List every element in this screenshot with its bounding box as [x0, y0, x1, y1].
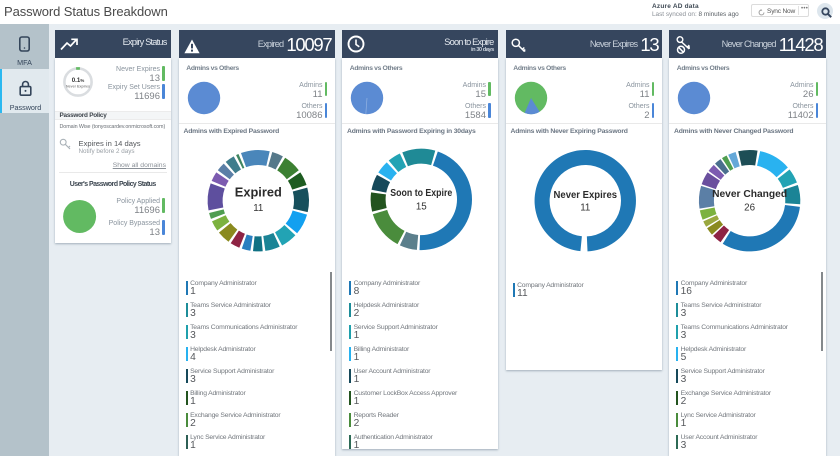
svg-text:15: 15: [416, 201, 427, 212]
svg-text:Never Expires: Never Expires: [553, 190, 617, 201]
svg-text:11: 11: [580, 203, 590, 214]
svg-text:11: 11: [253, 203, 263, 214]
svg-text:Soon to Expire: Soon to Expire: [390, 188, 452, 199]
svg-text:Never Expires: Never Expires: [66, 84, 90, 88]
svg-text:26: 26: [744, 203, 755, 214]
svg-text:Never Changed: Never Changed: [712, 189, 787, 200]
svg-text:0.1%: 0.1%: [72, 77, 85, 84]
svg-text:Expired: Expired: [234, 185, 281, 200]
